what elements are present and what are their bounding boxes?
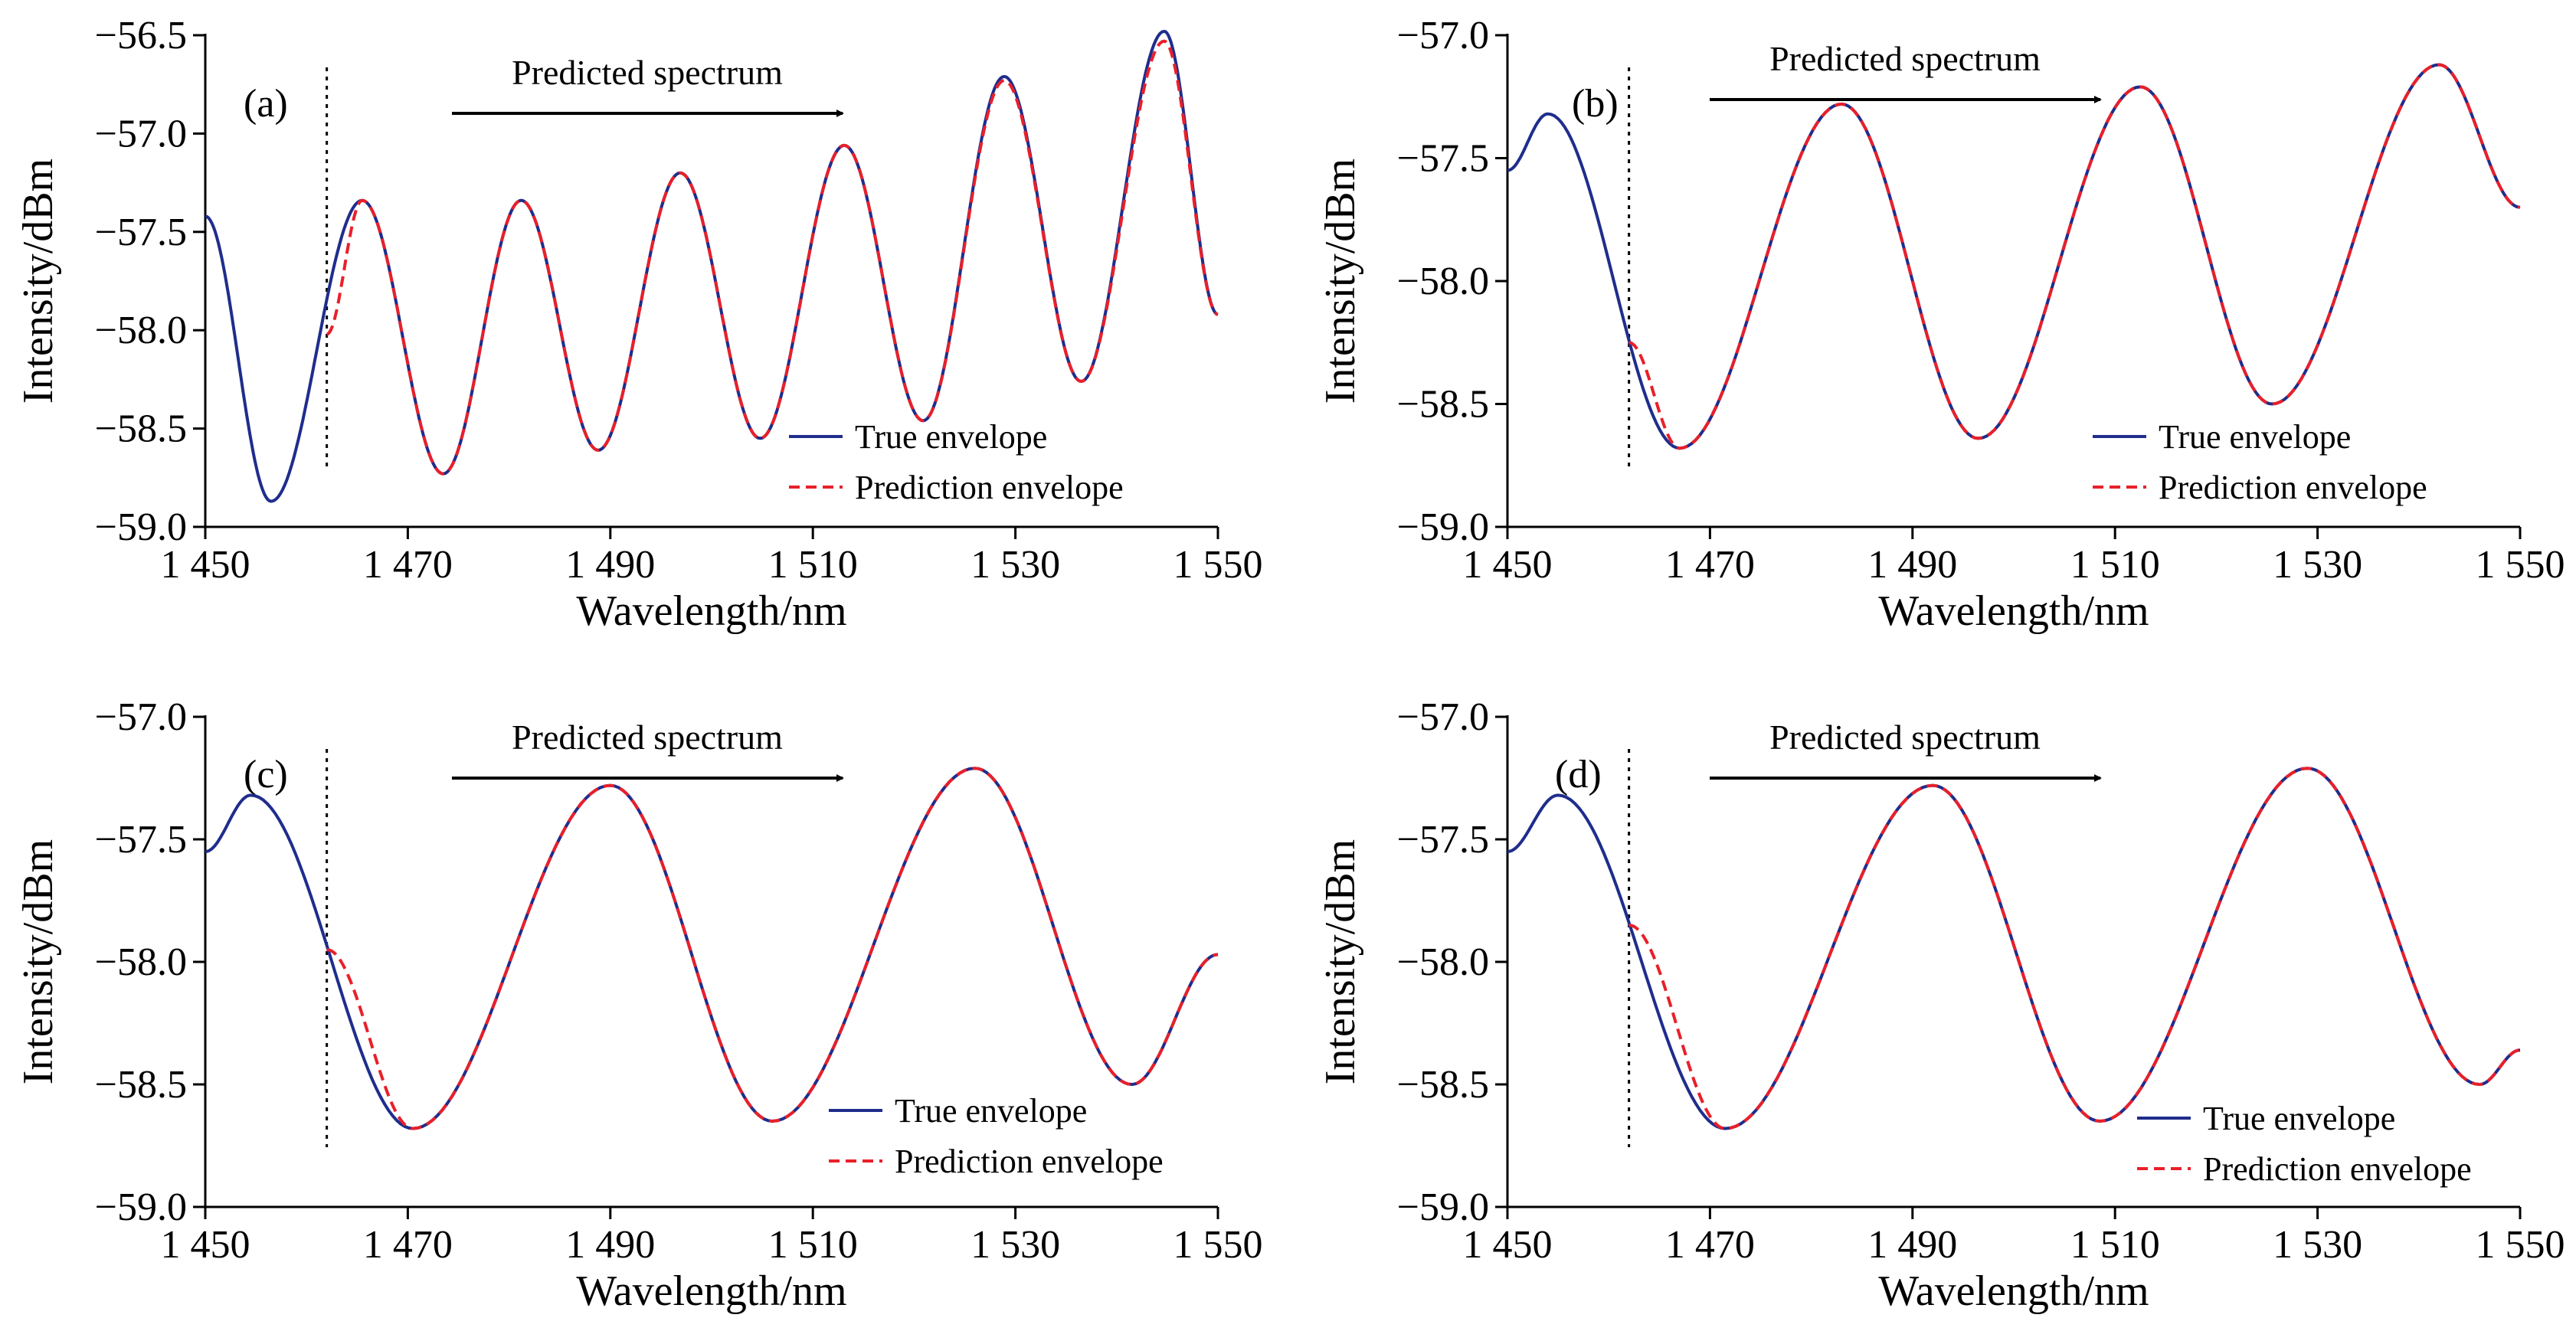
y-tick-label: −57.0 <box>1397 695 1489 739</box>
x-tick-label: 1 550 <box>2476 543 2565 587</box>
x-tick-label: 1 530 <box>2273 1223 2362 1267</box>
legend: True envelope Prediction envelope <box>789 418 1124 506</box>
legend: True envelope Prediction envelope <box>2137 1100 2472 1188</box>
prediction-envelope-line <box>1628 63 2521 450</box>
y-axis-label: Intensity/dBm <box>15 839 62 1084</box>
panel-label: (b) <box>1572 82 1619 126</box>
x-tick-label: 1 450 <box>161 543 250 587</box>
x-tick-label: 1 450 <box>161 1223 250 1267</box>
y-tick-label: −58.5 <box>95 1063 187 1107</box>
y-tick-label: −59.0 <box>95 1185 187 1229</box>
x-tick-label: 1 450 <box>1463 1223 1553 1267</box>
x-tick-label: 1 470 <box>1665 1223 1755 1267</box>
y-tick-label: −59.0 <box>95 505 187 549</box>
x-tick-label: 1 510 <box>2070 543 2160 587</box>
y-tick-label: −57.5 <box>1397 818 1489 862</box>
x-tick-label: 1 470 <box>363 543 453 587</box>
y-tick-label: −58.5 <box>1397 383 1489 427</box>
y-tick-label: −59.0 <box>1397 505 1489 549</box>
y-axis-label: Intensity/dBm <box>1317 839 1364 1084</box>
legend-label-prediction: Prediction envelope <box>2159 469 2427 506</box>
x-tick-label: 1 530 <box>2273 543 2362 587</box>
y-tick-label: −57.0 <box>95 695 187 739</box>
y-tick-label: −59.0 <box>1397 1185 1489 1229</box>
chart-panel: 1 450 1 470 1 490 1 510 1 530 1 550 −59.0 −58.5… <box>15 14 1263 635</box>
chart-panel: 1 450 1 470 1 490 1 510 1 530 1 550 −59.0 −58.5… <box>1317 695 2565 1315</box>
y-tick-label: −57.5 <box>95 211 187 254</box>
legend: True envelope Prediction envelope <box>2093 418 2427 506</box>
x-tick-label: 1 490 <box>565 543 655 587</box>
prediction-envelope-line <box>326 767 1219 1130</box>
y-tick-label: −57.0 <box>1397 14 1489 57</box>
predicted-spectrum-label: Predicted spectrum <box>1769 718 2041 757</box>
x-axis-label: Wavelength/nm <box>576 587 846 635</box>
x-axis-label: Wavelength/nm <box>1878 587 2149 635</box>
prediction-envelope-line <box>1628 767 2521 1130</box>
y-tick-label: −56.5 <box>95 14 187 57</box>
legend-label-true: True envelope <box>895 1092 1087 1130</box>
predicted-spectrum-label: Predicted spectrum <box>512 718 783 757</box>
true-envelope-line <box>205 767 1219 1130</box>
legend-label-true: True envelope <box>2203 1100 2395 1137</box>
x-tick-label: 1 490 <box>1867 543 1957 587</box>
legend: True envelope Prediction envelope <box>829 1092 1164 1180</box>
y-axis-label: Intensity/dBm <box>15 159 62 404</box>
chart-panel: 1 450 1 470 1 490 1 510 1 530 1 550 −59.0 −58.5… <box>1317 14 2565 635</box>
legend-label-true: True envelope <box>2159 418 2351 456</box>
y-tick-label: −58.0 <box>1397 940 1489 984</box>
prediction-envelope-line <box>326 39 1219 476</box>
y-tick-label: −57.5 <box>95 818 187 862</box>
predicted-spectrum-label: Predicted spectrum <box>512 53 783 92</box>
x-tick-label: 1 550 <box>2476 1223 2565 1267</box>
y-tick-label: −57.0 <box>95 112 187 155</box>
x-tick-label: 1 470 <box>1665 543 1755 587</box>
y-tick-label: −58.0 <box>95 940 187 984</box>
x-tick-label: 1 530 <box>971 1223 1060 1267</box>
predicted-spectrum-label: Predicted spectrum <box>1769 39 2041 78</box>
true-envelope-line <box>1507 63 2521 450</box>
y-tick-label: −58.5 <box>1397 1063 1489 1107</box>
x-tick-label: 1 490 <box>565 1223 655 1267</box>
chart-panel: 1 450 1 470 1 490 1 510 1 530 1 550 −59.0 −58.5… <box>15 695 1263 1315</box>
x-tick-label: 1 510 <box>768 1223 858 1267</box>
x-tick-label: 1 510 <box>768 543 858 587</box>
y-tick-label: −57.5 <box>1397 137 1489 181</box>
x-axis-label: Wavelength/nm <box>1878 1267 2149 1315</box>
panel-label: (a) <box>244 82 288 126</box>
x-tick-label: 1 550 <box>1173 543 1263 587</box>
legend-label-prediction: Prediction envelope <box>855 469 1124 506</box>
x-axis-label: Wavelength/nm <box>576 1267 846 1315</box>
y-tick-label: −58.5 <box>95 407 187 451</box>
panel-label: (d) <box>1555 753 1602 796</box>
y-axis-label: Intensity/dBm <box>1317 159 1364 404</box>
x-tick-label: 1 470 <box>363 1223 453 1267</box>
legend-label-true: True envelope <box>855 418 1047 456</box>
x-tick-label: 1 550 <box>1173 1223 1263 1267</box>
legend-label-prediction: Prediction envelope <box>2203 1150 2472 1188</box>
x-tick-label: 1 530 <box>971 543 1060 587</box>
x-tick-label: 1 510 <box>2070 1223 2160 1267</box>
y-tick-label: −58.0 <box>95 309 187 352</box>
panel-label: (c) <box>244 753 288 796</box>
y-tick-label: −58.0 <box>1397 260 1489 303</box>
x-tick-label: 1 490 <box>1867 1223 1957 1267</box>
x-tick-label: 1 450 <box>1463 543 1553 587</box>
legend-label-prediction: Prediction envelope <box>895 1143 1164 1180</box>
